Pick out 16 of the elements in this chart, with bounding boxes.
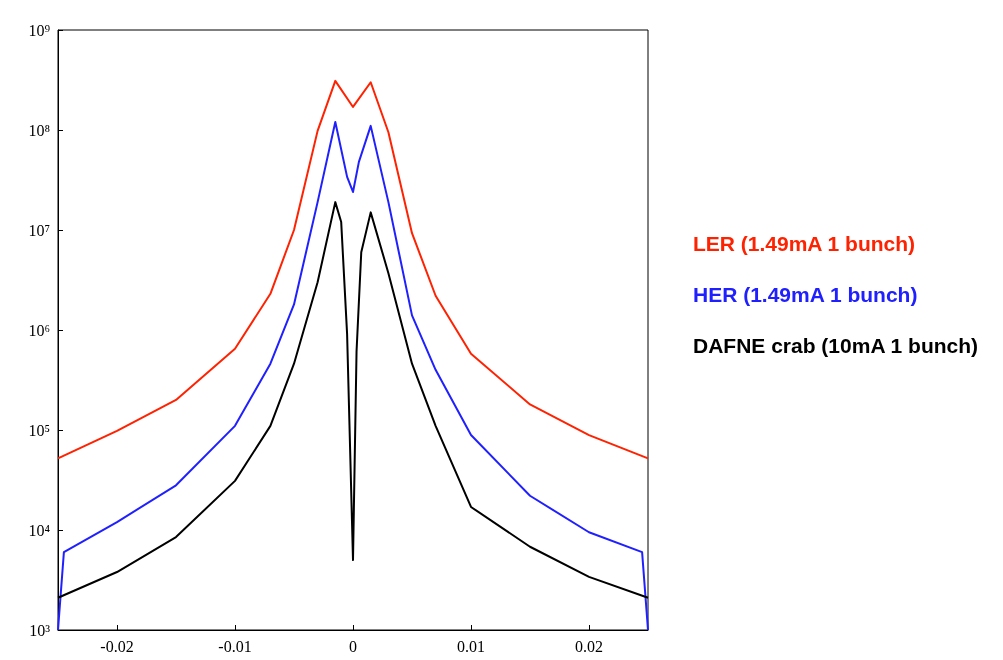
y-tick-label: 10⁹ [28,21,51,39]
y-tick-label: 10⁶ [28,321,50,339]
text: DAFNE crab (10mA 1 bunch) [693,334,979,357]
text: LER (1.49mA 1 bunch) [693,232,916,255]
x-tick-label: 0 [349,637,357,655]
y-tick-label: 10⁵ [28,421,50,439]
line-series [57,79,649,460]
x-tick-label: -0.01 [218,637,252,655]
y-tick-label: 10⁴ [28,521,51,539]
y-tick-label: 10⁷ [28,221,50,239]
text: HER (1.49mA 1 bunch) [693,283,918,306]
x-tick-label: -0.02 [100,637,134,655]
y-tick-label: 10⁸ [28,121,50,139]
y-tick-label: 10³ [29,621,51,639]
x-tick-label: 0.02 [575,637,603,655]
x-tick-label: 0.01 [457,637,485,655]
